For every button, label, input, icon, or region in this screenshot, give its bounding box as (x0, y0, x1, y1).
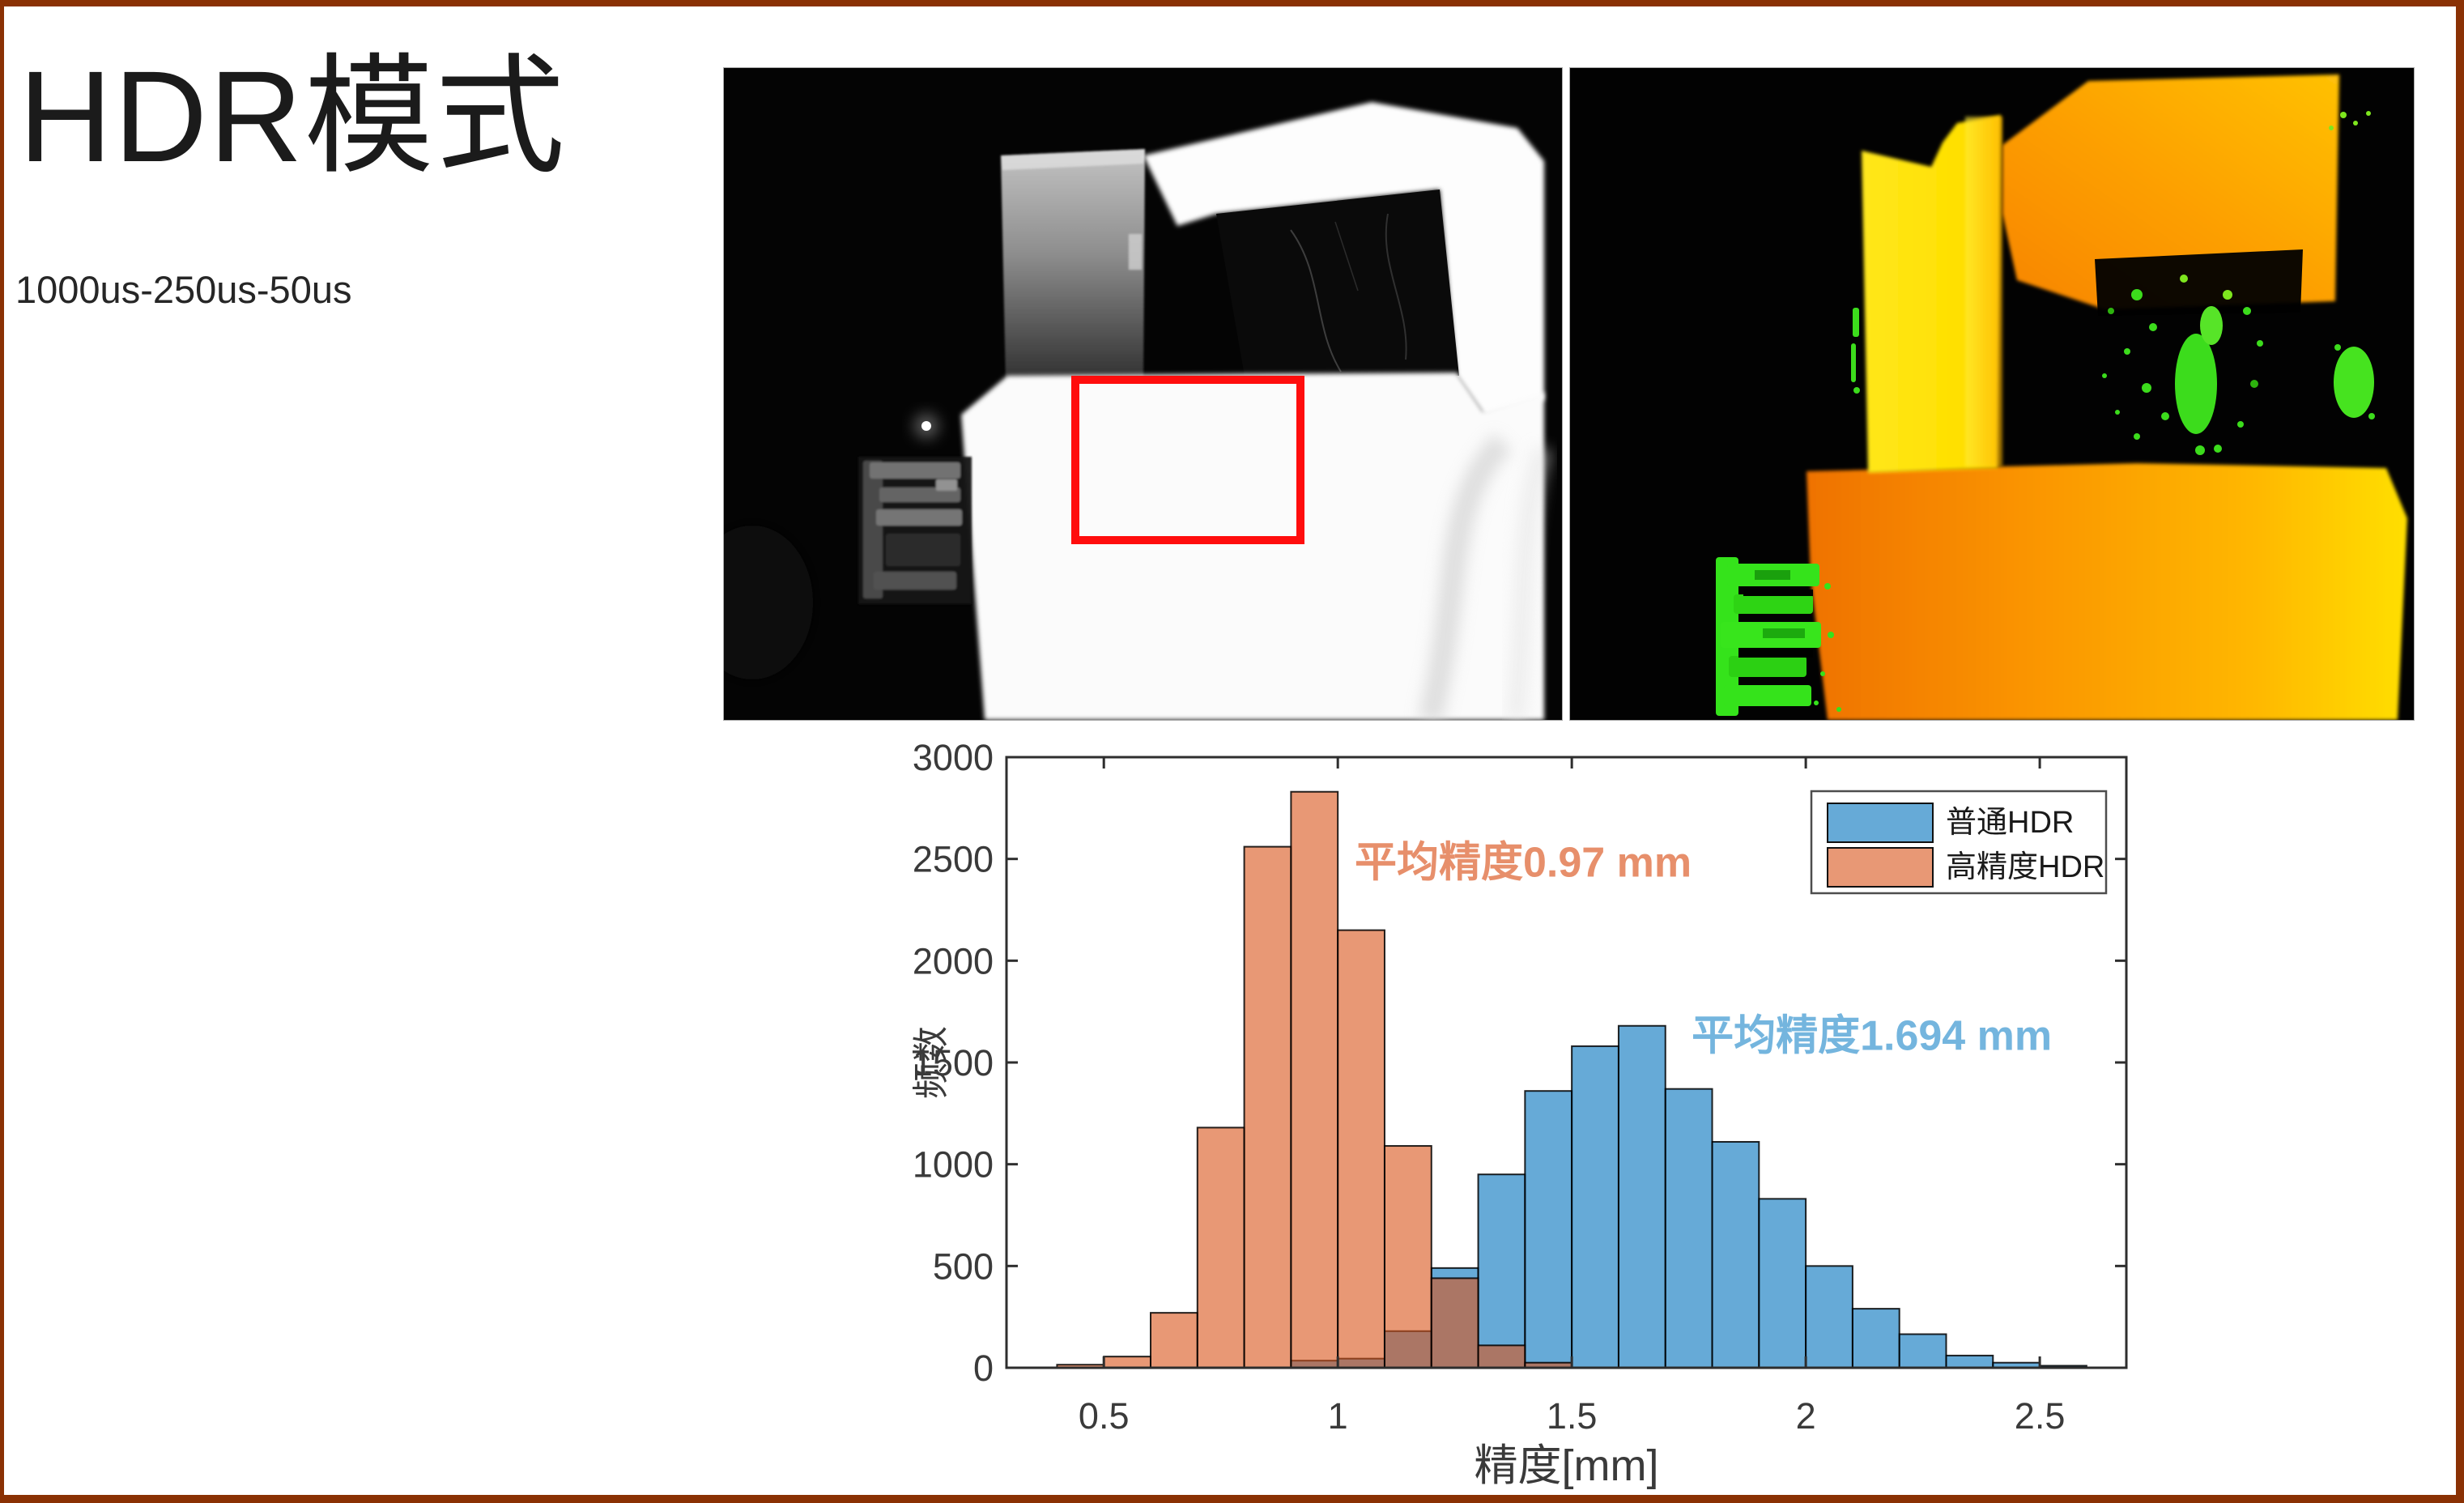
y-tick-label: 1000 (913, 1144, 994, 1186)
histogram-bar (1851, 1308, 1900, 1368)
histogram-bar (1571, 1045, 1619, 1368)
ir-dim-blob (724, 526, 813, 679)
histogram-bar (1103, 1356, 1152, 1368)
x-axis-label: 精度[mm] (1475, 1441, 1659, 1490)
depth-image-canvas (1570, 68, 2414, 720)
depth-yellow-face (1965, 117, 2002, 466)
histogram-bar (1383, 1145, 1432, 1368)
histogram-bar (1524, 1090, 1573, 1368)
depth-green-books (1716, 557, 1841, 716)
y-tick-label: 1500 (913, 1042, 994, 1084)
depth-black-carve (2095, 249, 2303, 316)
page-title: HDR模式 (19, 44, 567, 189)
histogram-bar (1664, 1088, 1713, 1368)
depth-bottom-slab (1807, 463, 2407, 720)
histogram-bar (1617, 1024, 1666, 1368)
histogram-bar (1805, 1265, 1853, 1368)
x-tick-label: 2.5 (2015, 1395, 2066, 1437)
x-tick-label: 2 (1796, 1395, 1816, 1437)
y-axis-label: 频数 (911, 1026, 951, 1099)
ir-white-slab-bottom (961, 373, 1544, 720)
legend-label: 高精度HDR (1946, 850, 2104, 884)
y-tick-label: 500 (933, 1245, 994, 1287)
x-tick-label: 0.5 (1079, 1395, 1130, 1437)
histogram-bar (1196, 1126, 1245, 1368)
ir-image-canvas (724, 68, 1562, 720)
histogram-bar (1477, 1344, 1526, 1368)
exposure-settings-subtitle: 1000us-250us-50us (15, 268, 352, 311)
ir-light-dot (921, 421, 931, 431)
legend-swatch (1827, 847, 1934, 888)
y-tick-label: 0 (973, 1348, 994, 1389)
mean-accuracy-annotation: 平均精度1.694 mm (1692, 1012, 2052, 1059)
depth-top-slab (2002, 75, 2339, 309)
accuracy-histogram: 0.5 1 1.5 2 2.5 0 500 1000 1500 2000 2500 3000 精度[mm… (911, 734, 2190, 1495)
axis-ticks (1006, 756, 2126, 1369)
roi-annotation-rect (1071, 376, 1304, 544)
histogram-bar (1758, 1198, 1807, 1368)
ir-shelf-books (858, 457, 972, 604)
legend-swatch (1827, 803, 1934, 843)
depth-green-speckles (1851, 111, 2375, 455)
histogram-bar (1337, 929, 1385, 1368)
series-普通HDR (1290, 1024, 2087, 1368)
ir-camera-image (723, 67, 1563, 721)
histogram-bar (1243, 845, 1292, 1368)
histogram-bar (1898, 1333, 1947, 1368)
ir-white-slab-top (1143, 102, 1544, 416)
histogram-bar (1150, 1312, 1198, 1368)
ir-gray-box (1001, 149, 1145, 384)
legend-label: 普通HDR (1946, 806, 2074, 840)
series-高精度HDR (1056, 790, 1573, 1368)
y-tick-label: 3000 (913, 737, 994, 778)
histogram-bars (1056, 790, 2087, 1368)
y-tick-label: 2500 (913, 839, 994, 880)
histogram-bar (1711, 1141, 1760, 1368)
ir-pillow-shading (1418, 433, 1512, 720)
histogram-bar (1430, 1277, 1479, 1368)
histogram-bar (1290, 790, 1339, 1368)
mean-accuracy-annotation: 平均精度0.97 mm (1355, 840, 1692, 887)
x-tick-label: 1 (1328, 1395, 1348, 1437)
y-tick-label: 2000 (913, 940, 994, 981)
axis-tick-labels: 0.5 1 1.5 2 2.5 0 500 1000 1500 2000 2500 3000 (913, 737, 2065, 1437)
legend: 普通HDR 高精度HDR (1810, 790, 2108, 895)
histogram-bar (1477, 1173, 1526, 1368)
ir-pillow-shading-2 (1506, 445, 1553, 720)
ir-black-panel (1216, 189, 1459, 385)
depth-map-image (1569, 67, 2415, 721)
x-tick-label: 1.5 (1547, 1395, 1598, 1437)
depth-green-oval-right (2334, 347, 2374, 418)
histogram-bar (1945, 1354, 1994, 1368)
accuracy-histogram-svg: 0.5 1 1.5 2 2.5 0 500 1000 1500 2000 2500 3000 精度[mm… (911, 737, 2128, 1490)
